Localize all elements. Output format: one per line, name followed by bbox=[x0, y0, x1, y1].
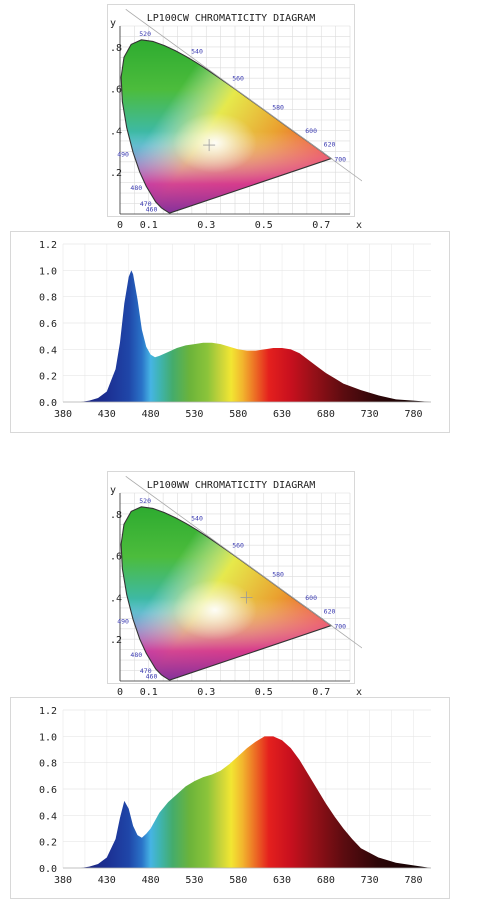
spectrum-chart-cw: 0.0 0.2 0.4 0.6 0.8 1.0 1.2 380 430 480 530 580 630 6… bbox=[39, 240, 432, 420]
y-tick-label: 0.6 bbox=[39, 319, 57, 330]
wavelength-label: 490 bbox=[117, 150, 129, 158]
y-tick-label: 0.8 bbox=[39, 759, 57, 770]
x-tick-label: 380 bbox=[54, 409, 72, 420]
chart-title: LP100WW CHROMATICITY DIAGRAM bbox=[147, 480, 316, 491]
x-tick-label: 0.7 bbox=[312, 220, 330, 231]
x-tick-label: 0 bbox=[117, 220, 123, 231]
spectrum-chart-cw-frame: 0.0 0.2 0.4 0.6 0.8 1.0 1.2 380 430 480 530 580 630 6… bbox=[10, 231, 450, 433]
wavelength-label: 580 bbox=[272, 103, 284, 111]
wavelength-label: 700 bbox=[334, 623, 346, 631]
gamut-white bbox=[172, 579, 257, 640]
y-tick-label: 1.0 bbox=[39, 266, 57, 277]
wavelength-label: 520 bbox=[139, 497, 151, 505]
wavelength-label: 540 bbox=[191, 47, 203, 55]
wavelength-label: 480 bbox=[130, 184, 142, 192]
gamut-white bbox=[172, 112, 257, 173]
y-tick-label: .8 bbox=[110, 43, 122, 54]
y-tick-label: 1.2 bbox=[39, 706, 57, 717]
y-axis-label: y bbox=[110, 485, 116, 496]
x-tick-label: 0.3 bbox=[197, 220, 215, 231]
x-tick-label: 480 bbox=[142, 409, 160, 420]
wavelength-label: 520 bbox=[139, 30, 151, 38]
x-axis-label: x bbox=[356, 220, 362, 231]
x-tick-label: 430 bbox=[98, 409, 116, 420]
x-tick-label: 0.3 bbox=[197, 687, 215, 698]
spectrum-area bbox=[80, 736, 432, 868]
cie-diagram-ww: LP100WW CHROMATICITY DIAGRAM 0 0.1 0.3 0.5 0.… bbox=[100, 471, 362, 698]
spectrum-chart-ww: 0.0 0.2 0.4 0.6 0.8 1.0 1.2 380 430 480 530 580 630 6… bbox=[39, 706, 432, 886]
y-tick-label: .6 bbox=[110, 85, 122, 96]
x-tick-label: 580 bbox=[229, 409, 247, 420]
y-tick-label: 0.4 bbox=[39, 811, 57, 822]
y-tick-label: 0.0 bbox=[39, 864, 57, 875]
x-tick-label: 0.5 bbox=[255, 687, 273, 698]
wavelength-label: 620 bbox=[324, 608, 336, 616]
cie-chart-ww: LP100WW CHROMATICITY DIAGRAM 0 0.1 0.3 0.5 0.… bbox=[107, 471, 362, 698]
diagonal-line bbox=[125, 8, 362, 182]
x-tick-label: 0 bbox=[117, 687, 123, 698]
x-tick-label: 730 bbox=[361, 409, 379, 420]
x-tick-label: 0.5 bbox=[255, 220, 273, 231]
x-tick-label: 780 bbox=[404, 409, 422, 420]
diagonal-line bbox=[125, 475, 362, 649]
wavelength-label: 620 bbox=[324, 141, 336, 149]
x-tick-label: 630 bbox=[273, 409, 291, 420]
y-axis-label: y bbox=[110, 18, 116, 29]
wavelength-label: 580 bbox=[272, 570, 284, 578]
y-tick-label: 0.4 bbox=[39, 345, 57, 356]
y-tick-label: 0.6 bbox=[39, 785, 57, 796]
y-tick-label: 0.8 bbox=[39, 293, 57, 304]
wavelength-label: 540 bbox=[191, 514, 203, 522]
cie-chart-cw: LP100CW CHROMATICITY DIAGRAM 0 0.1 0.3 0.5 0.… bbox=[107, 4, 362, 231]
y-tick-label: .2 bbox=[110, 168, 122, 179]
x-axis-label: x bbox=[356, 687, 362, 698]
wavelength-label: 700 bbox=[334, 156, 346, 164]
wavelength-label: 480 bbox=[130, 651, 142, 659]
wavelength-label: 560 bbox=[232, 75, 244, 83]
y-tick-label: 1.0 bbox=[39, 732, 57, 743]
y-tick-label: .8 bbox=[110, 510, 122, 521]
y-tick-label: 0.2 bbox=[39, 838, 57, 849]
y-tick-label: .2 bbox=[110, 635, 122, 646]
spectrum-chart-ww-frame: 0.0 0.2 0.4 0.6 0.8 1.0 1.2 380 430 480 530 580 630 6… bbox=[10, 697, 450, 899]
y-tick-label: .4 bbox=[110, 593, 122, 604]
x-tick-label: 680 bbox=[317, 875, 335, 886]
x-tick-label: 380 bbox=[54, 875, 72, 886]
x-tick-label: 0.1 bbox=[140, 687, 158, 698]
wavelength-label: 600 bbox=[305, 594, 317, 602]
wavelength-label: 560 bbox=[232, 542, 244, 550]
y-tick-label: 0.0 bbox=[39, 398, 57, 409]
x-tick-label: 730 bbox=[361, 875, 379, 886]
wavelength-label: 460 bbox=[146, 673, 158, 681]
wavelength-label: 470 bbox=[140, 667, 152, 675]
y-tick-label: .6 bbox=[110, 552, 122, 563]
cie-diagram-cw: LP100CW CHROMATICITY DIAGRAM 0 0.1 0.3 0.5 0.… bbox=[100, 4, 362, 231]
x-tick-label: 680 bbox=[317, 409, 335, 420]
x-tick-label: 430 bbox=[98, 875, 116, 886]
spectrum-area bbox=[80, 270, 432, 402]
x-tick-label: 530 bbox=[185, 875, 203, 886]
y-tick-label: 1.2 bbox=[39, 240, 57, 251]
wavelength-label: 460 bbox=[146, 206, 158, 214]
x-tick-label: 0.7 bbox=[312, 687, 330, 698]
y-tick-label: .4 bbox=[110, 126, 122, 137]
x-tick-label: 0.1 bbox=[140, 220, 158, 231]
x-tick-label: 480 bbox=[142, 875, 160, 886]
x-tick-label: 780 bbox=[404, 875, 422, 886]
wavelength-label: 600 bbox=[305, 127, 317, 135]
x-tick-label: 580 bbox=[229, 875, 247, 886]
y-tick-label: 0.2 bbox=[39, 372, 57, 383]
x-tick-label: 530 bbox=[185, 409, 203, 420]
x-tick-label: 630 bbox=[273, 875, 291, 886]
wavelength-label: 470 bbox=[140, 200, 152, 208]
chart-title: LP100CW CHROMATICITY DIAGRAM bbox=[147, 13, 316, 24]
wavelength-label: 490 bbox=[117, 617, 129, 625]
